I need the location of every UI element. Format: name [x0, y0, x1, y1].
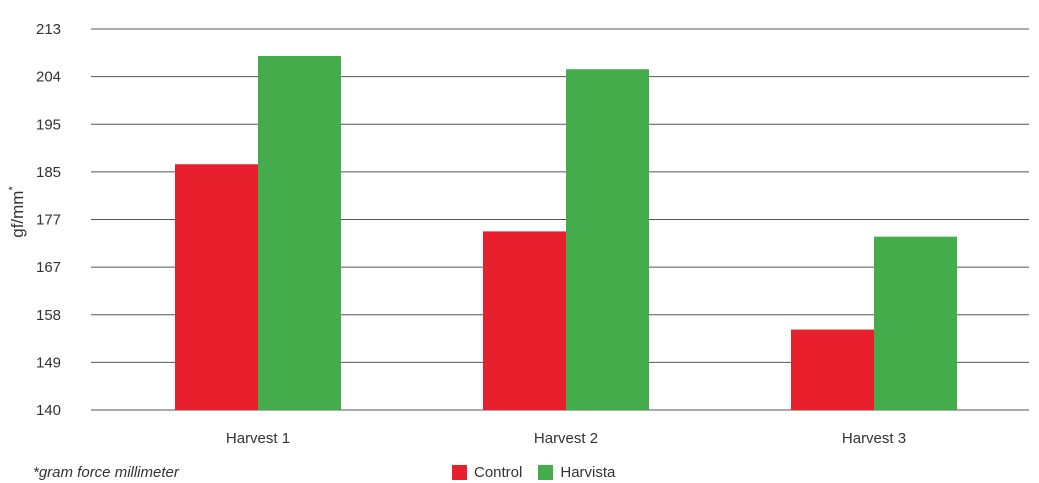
footnote: *gram force millimeter [33, 464, 179, 481]
y-axis-label-text: gf/mm [8, 191, 27, 238]
y-tick-label: 213 [36, 21, 61, 38]
y-tick-label: 167 [36, 259, 61, 276]
bar-control-3 [791, 329, 874, 410]
y-tick-label: 177 [36, 212, 61, 229]
legend-label-control: Control [474, 464, 523, 481]
x-category-label: Harvest 3 [842, 430, 906, 447]
y-axis-label: gf/mm* [7, 186, 27, 238]
y-tick-label: 149 [36, 354, 61, 371]
y-tick-label: 158 [36, 307, 61, 324]
bar-harvista-3 [874, 236, 957, 410]
x-category-label: Harvest 2 [534, 430, 598, 447]
legend-label-harvista: Harvista [560, 464, 616, 481]
bar-control-1 [175, 164, 258, 410]
legend-swatch-control [452, 465, 467, 480]
y-axis-label-superscript: * [7, 186, 19, 191]
legend-item-harvista: Harvista [538, 464, 615, 481]
x-category-label: Harvest 1 [226, 430, 290, 447]
bar-harvista-1 [258, 55, 341, 411]
legend-item-control: Control [452, 464, 522, 481]
y-tick-label: 140 [36, 402, 61, 419]
bar-harvista-2 [566, 69, 649, 410]
y-tick-label: 195 [36, 116, 61, 133]
y-tick-label: 185 [36, 164, 61, 181]
bars [175, 55, 957, 411]
bar-control-2 [483, 231, 566, 410]
y-tick-label: 204 [36, 69, 61, 86]
x-axis-categories: Harvest 1 Harvest 2 Harvest 3 [226, 430, 906, 447]
legend-swatch-harvista [538, 465, 554, 480]
legend: Control Harvista [452, 464, 631, 481]
y-axis-ticks: 140 149 158 167 177 185 195 204 213 [36, 21, 61, 419]
